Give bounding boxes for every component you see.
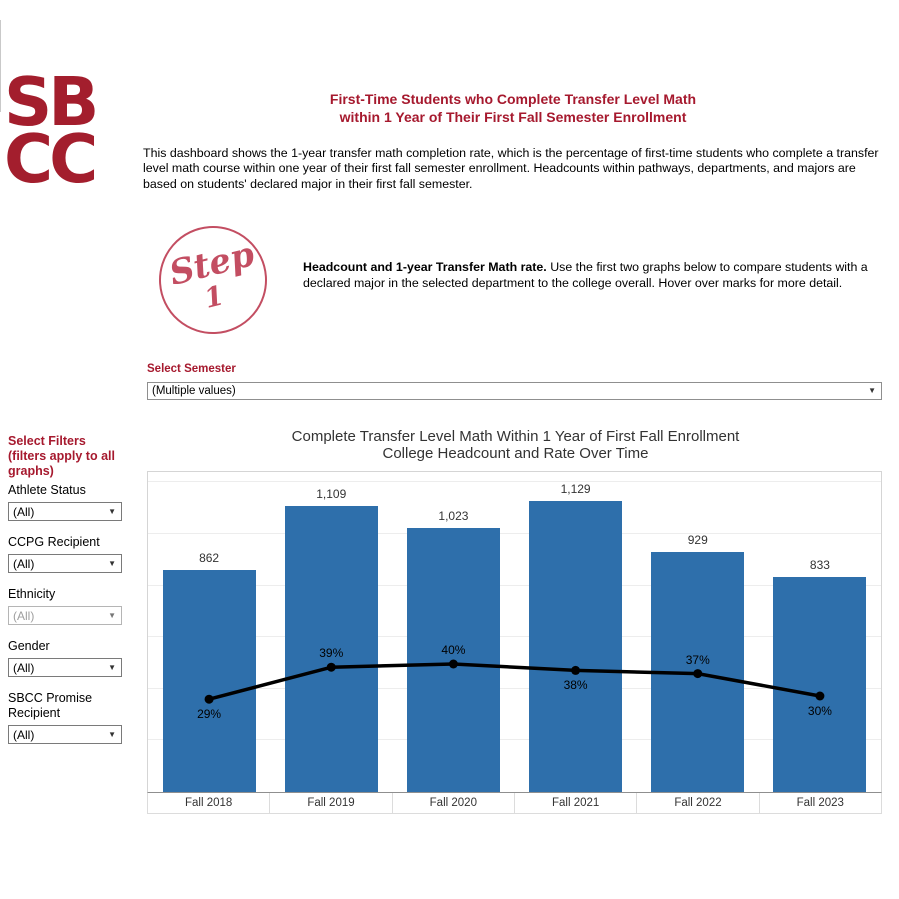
page-title-line-2: within 1 Year of Their First Fall Semest…: [339, 109, 687, 126]
line-point-fall-2020[interactable]: [448, 659, 458, 669]
filter-dropdown-value: (All): [13, 504, 35, 519]
chevron-down-icon: ▼: [108, 729, 116, 739]
filter-label-athlete-status: Athlete Status: [8, 483, 86, 498]
rate-value-label: 30%: [807, 704, 832, 718]
bar-value-label: 929: [687, 533, 708, 548]
x-axis-label-fall-2023: Fall 2023: [758, 793, 881, 813]
bar-value-label: 833: [809, 558, 830, 573]
gridline-200: [148, 739, 881, 741]
filter-dropdown-value: (All): [13, 727, 35, 742]
gridline-1200: [148, 481, 881, 483]
bar-fall-2023[interactable]: [773, 577, 867, 792]
sbcc-logo: SB CC: [4, 63, 99, 198]
select-semester-label: Select Semester: [147, 363, 236, 375]
left-edge-rule: [0, 20, 1, 112]
gridline-1000: [148, 532, 881, 534]
page-title-line-1: First-Time Students who Complete Transfe…: [329, 91, 697, 107]
line-point-fall-2018[interactable]: [204, 694, 214, 704]
bar-value-label: 1,129: [560, 481, 591, 496]
bar-value-label: 1,109: [316, 486, 347, 501]
filter-label-ccpg-recipient: CCPG Recipient: [8, 535, 100, 550]
bar-value-label: 862: [199, 550, 220, 565]
semester-dropdown[interactable]: (Multiple values) ▼: [147, 382, 882, 400]
filter-dropdown-value: (All): [13, 556, 35, 571]
chevron-down-icon: ▼: [868, 386, 876, 395]
filter-label-gender: Gender: [8, 639, 50, 654]
filters-sidebar: Select Filters (filters apply to all gra…: [8, 434, 130, 745]
chart-plot-area: 862 1,109 1,023 1,129 929 833 29% 39% 40% 38% 37% 3…: [147, 471, 882, 793]
filter-dropdown-sbcc-promise-recipient[interactable]: (All) ▼: [8, 725, 122, 745]
filter-dropdown-value: (All): [13, 660, 35, 675]
line-point-fall-2019[interactable]: [326, 662, 336, 672]
semester-dropdown-value: (Multiple values): [152, 385, 236, 397]
chevron-down-icon: ▼: [108, 506, 116, 516]
chevron-down-icon: ▼: [108, 610, 116, 620]
step-instructions-body: Use the first two graphs below to compar…: [303, 260, 868, 290]
line-point-fall-2023[interactable]: [815, 691, 825, 701]
rate-value-label: 29%: [197, 707, 222, 722]
step-instructions-bold: Headcount and 1-year Transfer Math rate.: [303, 260, 547, 274]
step-1-badge: Step 1: [155, 222, 271, 338]
rate-value-label: 37%: [685, 652, 710, 667]
filters-heading: Select Filters (filters apply to all gra…: [8, 434, 115, 479]
filter-dropdown-athlete-status[interactable]: (All) ▼: [8, 502, 122, 522]
filter-dropdown-ccpg-recipient[interactable]: (All) ▼: [8, 554, 122, 574]
rate-value-label: 40%: [441, 643, 466, 657]
line-point-fall-2021[interactable]: [571, 665, 581, 675]
x-axis-label-fall-2021: Fall 2021: [513, 793, 636, 813]
filter-label-ethnicity: Ethnicity: [8, 587, 56, 602]
filter-list: Athlete Status (All) ▼ CCPG Recipient (All) ▼…: [8, 483, 130, 745]
logo-line-2: CC: [4, 119, 98, 198]
chevron-down-icon: ▼: [108, 662, 116, 672]
chart-title-line-1: Complete Transfer Level Math Within 1 Ye…: [291, 428, 740, 445]
gridline-800: [148, 584, 881, 586]
bar-fall-2021[interactable]: [529, 500, 623, 792]
bar-value-label: 1,023: [438, 509, 469, 523]
filter-dropdown-ethnicity[interactable]: (All) ▼: [8, 606, 122, 626]
dashboard-description: This dashboard shows the 1-year transfer…: [143, 146, 879, 191]
x-axis-label-fall-2018: Fall 2018: [185, 797, 233, 809]
chart-title: Complete Transfer Level Math Within 1 Ye…: [147, 428, 884, 463]
x-axis-label-fall-2020: Fall 2020: [391, 793, 514, 813]
rate-value-label: 38%: [563, 678, 588, 693]
gridline-400: [148, 687, 881, 689]
logo-line-1: SB: [4, 63, 99, 141]
filter-dropdown-value: (All): [13, 608, 35, 623]
filter-label-sbcc-promise-recipient: SBCC Promise Recipient: [8, 691, 93, 721]
chart-title-line-2: College Headcount and Rate Over Time: [382, 445, 649, 463]
bar-fall-2018[interactable]: [162, 569, 256, 792]
filter-dropdown-gender[interactable]: (All) ▼: [8, 658, 122, 678]
x-axis-label-fall-2022: Fall 2022: [636, 793, 758, 813]
rate-line: [208, 662, 821, 701]
line-point-fall-2022[interactable]: [693, 669, 703, 679]
step-instructions: Headcount and 1-year Transfer Math rate.…: [303, 260, 878, 291]
gridline-600: [148, 636, 881, 638]
page-title: First-Time Students who Complete Transfe…: [143, 90, 883, 126]
x-axis-label-fall-2019: Fall 2019: [269, 793, 391, 813]
rate-value-label: 39%: [319, 646, 344, 661]
x-axis: Fall 2018 Fall 2019 Fall 2020 Fall 2021 Fall…: [147, 793, 882, 814]
bar-fall-2019[interactable]: [284, 505, 378, 792]
chevron-down-icon: ▼: [108, 558, 116, 568]
rate-line-chart: [204, 659, 825, 704]
